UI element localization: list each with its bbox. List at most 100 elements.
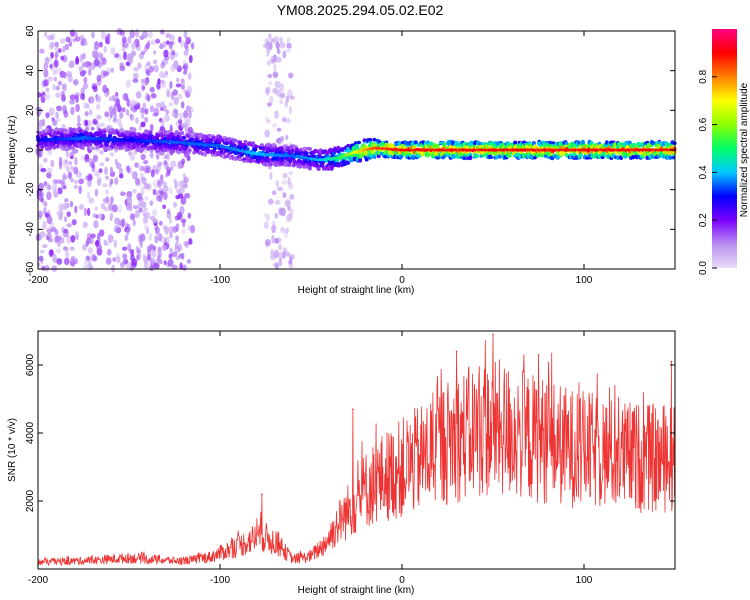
ridge-cell [207, 133, 212, 138]
noise-cell [182, 172, 186, 179]
noise-cell [146, 183, 152, 191]
ridge-cell [99, 143, 104, 149]
noise-cell [135, 91, 142, 99]
noise-cell [90, 233, 96, 239]
ridge-cell [376, 154, 381, 159]
noise-cell [55, 248, 61, 254]
ridge-cell [314, 160, 319, 165]
noise-cell [274, 213, 279, 219]
ridge-cell [288, 158, 293, 164]
noise-cell [169, 186, 173, 195]
noise-cell [277, 186, 283, 192]
noise-cell [55, 111, 59, 119]
noise-cell [156, 153, 160, 160]
noise-cell [50, 51, 54, 59]
noise-cell [127, 243, 132, 251]
noise-cell [156, 81, 162, 90]
ridge-cell [259, 143, 264, 147]
noise-cell [169, 34, 175, 41]
ridge-cell [372, 137, 377, 142]
noise-cell [133, 67, 139, 72]
noise-cell [109, 212, 114, 219]
ridge-cell [243, 139, 248, 144]
ridge-cell [316, 167, 321, 171]
ridge-cell [564, 141, 569, 146]
noise-cell [140, 83, 145, 92]
noise-cell [62, 232, 67, 238]
noise-cell [186, 156, 191, 162]
ridge-cell [40, 145, 45, 149]
noise-cell [141, 50, 146, 55]
ridge-cell [254, 144, 259, 149]
noise-cell [117, 54, 123, 61]
snr-spike-point [670, 360, 673, 363]
noise-cell [70, 235, 76, 243]
noise-cell [140, 121, 146, 128]
snr-y-label: SNR (10 * v/v) [7, 418, 18, 482]
noise-cell [42, 221, 47, 230]
ridge-cell [88, 142, 93, 147]
noise-cell [78, 185, 82, 194]
noise-cell [57, 242, 61, 247]
noise-cell [84, 259, 90, 266]
noise-cell [163, 186, 169, 193]
noise-cell [169, 166, 174, 171]
y-tick-label: 0 [25, 147, 36, 153]
noise-cell [61, 83, 66, 91]
noise-cell [276, 48, 281, 55]
snr-spike-point [352, 408, 354, 411]
noise-cell [94, 188, 99, 197]
noise-cell [110, 47, 116, 55]
noise-cell [70, 106, 75, 115]
noise-cell [110, 67, 115, 73]
noise-cell [74, 36, 81, 42]
ridge-cell [413, 140, 418, 144]
noise-cell [69, 154, 74, 160]
noise-cell [53, 59, 59, 68]
noise-cell [98, 168, 103, 174]
x-tick-label: 0 [399, 275, 405, 286]
y-tick-label: 40 [25, 65, 36, 77]
noise-cell [79, 34, 85, 40]
noise-cell [274, 238, 280, 244]
ridge-cell [206, 150, 211, 154]
noise-cell [114, 256, 121, 262]
noise-cell [270, 248, 275, 257]
noise-cell [74, 57, 80, 65]
noise-cell [175, 223, 180, 232]
spectrogram-x-ticks: -200 -100 0 100 [28, 31, 593, 286]
noise-cell [288, 105, 292, 115]
noise-cell [103, 197, 110, 204]
noise-cell [161, 244, 168, 251]
noise-cell [287, 89, 293, 99]
noise-cell [125, 61, 130, 67]
noise-cell [89, 62, 95, 71]
noise-cell [66, 211, 71, 217]
ridge-cell [90, 126, 95, 131]
noise-cell [45, 93, 51, 101]
noise-cell [47, 167, 53, 174]
noise-cell [88, 197, 95, 204]
noise-cell [111, 204, 118, 213]
ridge-cell [70, 145, 75, 150]
noise-cell [170, 160, 177, 168]
noise-cell [40, 197, 45, 203]
noise-cell [271, 220, 276, 226]
noise-cell [104, 241, 110, 246]
noise-cell [99, 41, 103, 48]
noise-cell [65, 36, 71, 43]
noise-cell [48, 107, 55, 116]
ridge-cell [481, 154, 486, 158]
noise-cell [127, 167, 132, 174]
noise-cell [139, 165, 145, 172]
noise-cell [63, 110, 69, 118]
noise-cell [145, 42, 150, 49]
chart-title: YM08.2025.294.05.02.E02 [277, 2, 444, 18]
noise-cell [155, 102, 161, 108]
noise-cell [43, 69, 49, 78]
snr-y-ticks: 2000 4000 6000 [25, 353, 675, 512]
noise-cell [129, 103, 133, 112]
noise-cell [102, 198, 108, 203]
noise-cell [144, 108, 149, 115]
noise-cell [174, 242, 179, 249]
